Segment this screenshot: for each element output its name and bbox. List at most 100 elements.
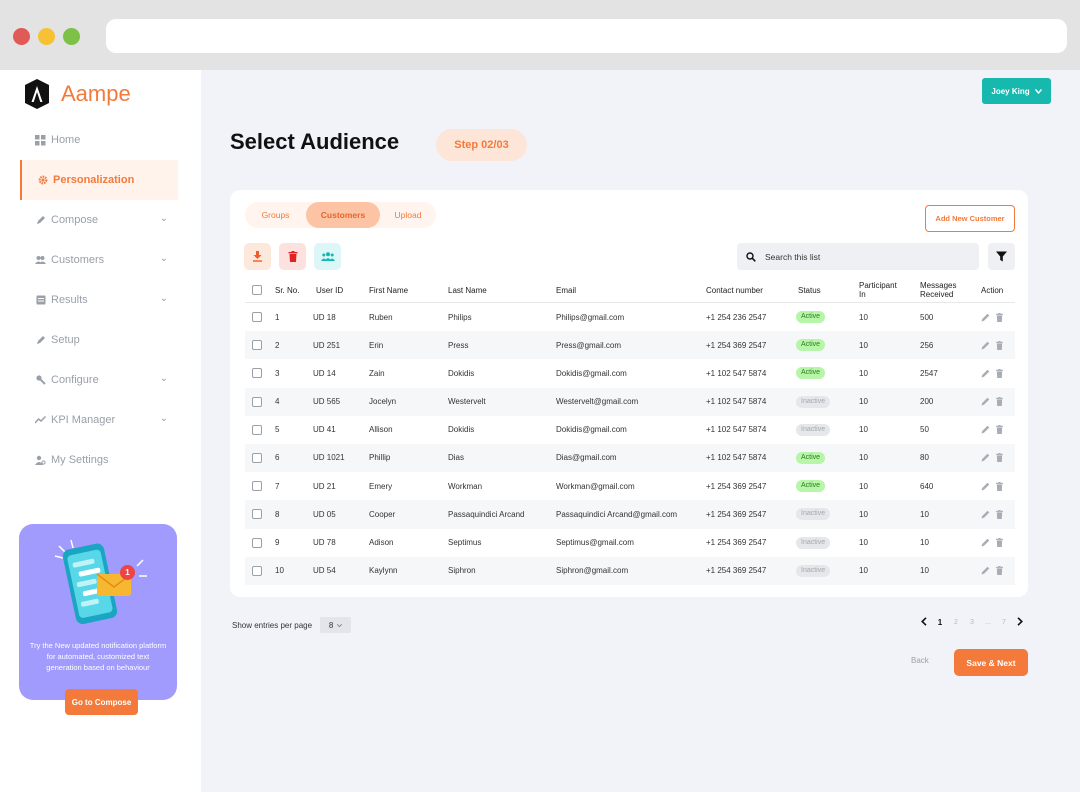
col-participant-in: Participant In [859,281,897,299]
cell-participant: 10 [859,425,868,435]
page-1[interactable]: 1 [937,618,943,627]
row-checkbox[interactable] [252,509,262,520]
tab-groups[interactable]: Groups [261,210,290,220]
table-row[interactable]: 3 UD 14 Zain Dokidis Dokidis@gmail.com +1 102… [245,359,1015,387]
sidebar-item-my-settings[interactable]: My Settings [20,440,178,480]
close-window-button[interactable] [13,28,30,45]
minimize-window-button[interactable] [38,28,55,45]
wrench-icon [35,375,46,386]
sidebar-item-kpi-manager[interactable]: KPI Manager ⌄ [20,400,178,440]
trash-icon[interactable] [996,566,1003,576]
delete-button[interactable] [279,243,306,270]
tab-upload[interactable]: Upload [394,210,422,220]
row-checkbox[interactable] [252,452,262,463]
download-button[interactable] [244,243,271,270]
add-new-customer-button[interactable]: Add New Customer [925,205,1015,232]
trash-icon[interactable] [996,340,1003,350]
edit-icon[interactable] [981,425,990,434]
sidebar-item-customers[interactable]: Customers ⌄ [20,240,178,280]
trash-icon[interactable] [996,453,1003,463]
edit-icon[interactable] [981,313,990,322]
cell-sr: 4 [275,397,280,407]
row-checkbox[interactable] [252,312,262,322]
table-row[interactable]: 8 UD 05 Cooper Passaquindici Arcand Passaqui… [245,500,1015,529]
sidebar-item-label: Personalization [53,174,135,186]
cell-email: Press@gmail.com [556,340,622,350]
tab-bar: Groups Customers Upload [245,202,436,228]
sidebar: Aampe Home Personalization Compose ⌄ Cus… [0,70,201,792]
sidebar-item-configure[interactable]: Configure ⌄ [20,360,178,400]
chevron-down-icon[interactable]: ⌄ [159,373,168,384]
page-3[interactable]: 3 [970,619,974,626]
row-checkbox[interactable] [252,565,262,576]
table-row[interactable]: 5 UD 41 Allison Dokidis Dokidis@gmail.com +1 … [245,416,1015,444]
table-row[interactable]: 7 UD 21 Emery Workman Workman@gmail.com +1 25… [245,472,1015,500]
go-to-compose-button[interactable]: Go to Compose [65,689,138,715]
save-next-button[interactable]: Save & Next [954,649,1028,676]
row-checkbox[interactable] [252,396,262,407]
cell-sr: 9 [275,538,280,547]
cell-contact: +1 254 369 2547 [706,481,767,491]
row-checkbox[interactable] [252,424,262,435]
select-all-checkbox[interactable] [252,285,262,295]
back-button[interactable]: Back [911,656,929,665]
logo[interactable]: Aampe [24,78,131,110]
col-messages-received: Messages Received [920,281,957,299]
table-row[interactable]: 4 UD 565 Jocelyn Westervelt Westervelt@gmail… [245,387,1015,416]
page-2[interactable]: 2 [954,619,958,626]
table-row[interactable]: 1 UD 18 Ruben Philips Philips@gmail.com +1 25… [245,303,1015,331]
table-row[interactable]: 6 UD 1021 Phillip Dias Dias@gmail.com +1 102 … [245,443,1015,473]
group-button[interactable] [314,243,341,270]
edit-icon[interactable] [981,369,990,378]
chevron-down-icon[interactable]: ⌄ [159,253,168,264]
edit-icon[interactable] [981,397,990,406]
sidebar-item-personalization[interactable]: Personalization [20,160,178,200]
col-contact-number: Contact number [706,286,763,295]
entries-select[interactable]: 8 [320,617,352,633]
filter-button[interactable] [988,243,1015,270]
search-input[interactable] [765,251,965,262]
trash-icon[interactable] [996,481,1003,491]
trash-icon[interactable] [996,425,1003,435]
sidebar-item-label: Compose [51,214,99,226]
user-menu-button[interactable]: Joey King [982,78,1051,104]
sidebar-item-setup[interactable]: Setup [20,320,178,360]
trash-icon[interactable] [996,368,1003,378]
cell-user-id: UD 18 [313,312,336,322]
row-checkbox[interactable] [252,481,262,492]
edit-icon[interactable] [981,482,990,491]
cell-email: Philips@gmail.com [556,312,625,322]
cell-first: Allison [369,425,393,435]
page-7[interactable]: 7 [1002,619,1006,626]
row-checkbox[interactable] [252,537,262,548]
address-bar[interactable] [106,19,1067,53]
edit-icon[interactable] [981,538,990,547]
prev-page-button[interactable] [916,617,932,628]
chevron-down-icon[interactable]: ⌄ [159,293,168,304]
row-checkbox[interactable] [252,368,262,379]
cell-participant: 10 [859,453,868,463]
table-row[interactable]: 2 UD 251 Erin Press Press@gmail.com +1 254 36… [245,331,1015,360]
sidebar-item-compose[interactable]: Compose ⌄ [20,200,178,240]
trash-icon[interactable] [996,509,1003,519]
chevron-down-icon[interactable]: ⌄ [159,213,168,224]
maximize-window-button[interactable] [63,28,80,45]
row-checkbox[interactable] [252,340,262,351]
status-badge: Inactive [796,564,831,577]
tab-customers[interactable]: Customers [306,202,380,228]
trash-icon[interactable] [996,397,1003,407]
search-box[interactable] [737,243,979,270]
edit-icon[interactable] [981,453,990,462]
trash-icon[interactable] [996,312,1003,322]
next-page-button[interactable] [1012,617,1028,628]
edit-icon[interactable] [981,510,990,519]
sidebar-item-home[interactable]: Home [20,120,178,160]
edit-icon[interactable] [981,341,990,350]
sidebar-item-results[interactable]: Results ⌄ [20,280,178,320]
trash-icon[interactable] [996,538,1003,547]
edit-icon[interactable] [981,566,990,575]
table-row[interactable]: 9 UD 78 Adison Septimus Septimus@gmail.com +1… [245,529,1015,557]
browser-chrome [0,0,1080,70]
chevron-down-icon[interactable]: ⌄ [159,413,168,424]
table-row[interactable]: 10 UD 54 Kaylynn Siphron Siphron@gmail.com +1… [245,556,1015,585]
